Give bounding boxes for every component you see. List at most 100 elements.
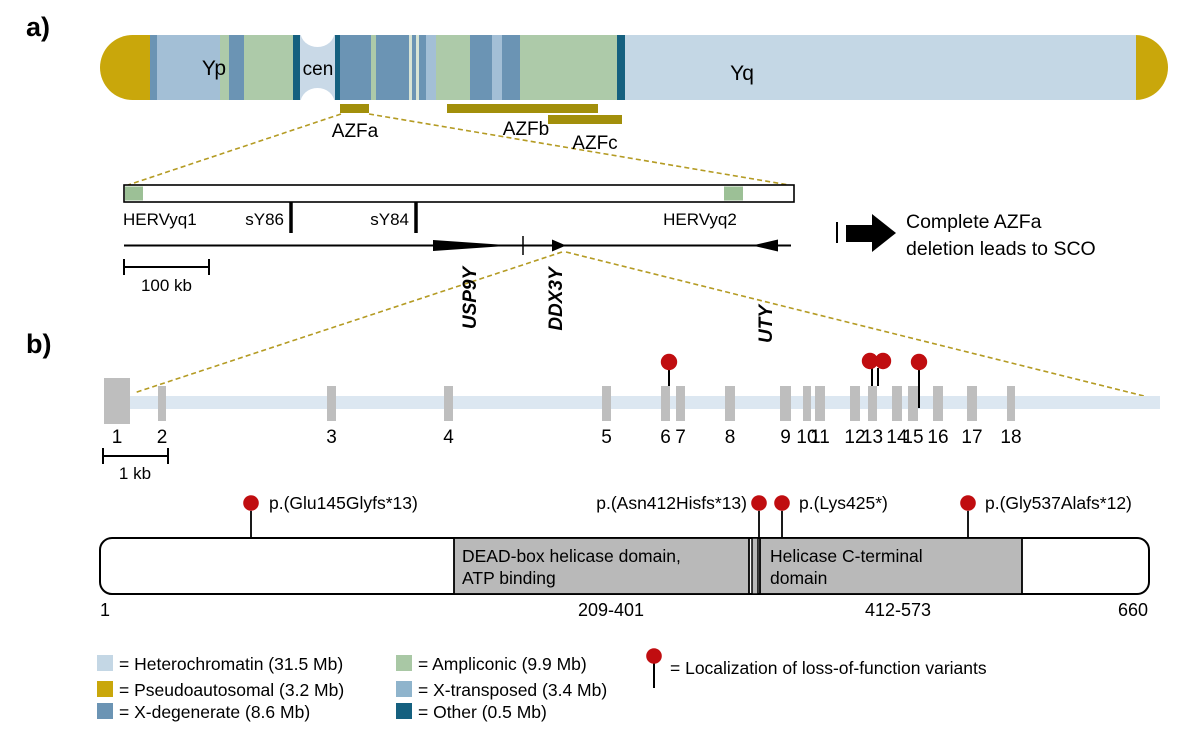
exon-3 [327, 386, 336, 421]
variant-lollipop-icon [874, 352, 892, 370]
chromosome-band-steel [340, 35, 371, 100]
exon-number-3: 3 [326, 427, 337, 448]
exon-9 [780, 386, 791, 421]
usp9y-gene-arrow [433, 240, 513, 251]
x-degenerate-swatch-icon [97, 703, 113, 719]
variant-gly537-label: p.(Gly537Alafs*12) [985, 493, 1132, 513]
legend-item-pseudoautosomal: = Pseudoautosomal (3.2 Mb) [97, 680, 344, 701]
exon-number-9: 9 [780, 427, 791, 448]
domain-helicase-c-line2: domain [770, 568, 828, 588]
domain-helicase-c-line1: Helicase C-terminal [770, 546, 923, 566]
variant-lollipop-icon [910, 353, 928, 371]
domain-deadbox-range: 209-401 [577, 600, 645, 620]
chromosome-band-green [520, 35, 617, 100]
exon-6 [661, 386, 670, 421]
legend-lollipop-icon [646, 648, 662, 664]
exon-1 [104, 378, 130, 424]
herv-repeat-block [724, 186, 743, 201]
intron-band [105, 396, 1160, 409]
legend-label: = Other (0.5 Mb) [418, 702, 547, 722]
exon-number-7: 7 [675, 427, 686, 448]
domain-helicase-c-label: Helicase C-terminal domain [770, 545, 923, 589]
variant-lollipop-icon [960, 495, 976, 511]
azfb-label: AZFb [502, 119, 550, 140]
variant-glu145-label: p.(Glu145Glyfs*13) [269, 493, 418, 513]
centromere-label: cen [302, 59, 334, 80]
domain-deadbox-label: DEAD-box helicase domain, ATP binding [462, 545, 681, 589]
deletion-arrow-head-icon [872, 214, 896, 252]
exon-16 [933, 386, 943, 421]
variant-lollipop-icon [660, 353, 678, 371]
exon-number-2: 2 [156, 427, 168, 448]
azfc-label: AZFc [572, 133, 618, 154]
chromosome-band-teal [335, 35, 340, 100]
exon-10 [803, 386, 811, 421]
legend-item-x-transposed: = X-transposed (3.4 Mb) [396, 680, 607, 701]
chromosome-band-green [220, 35, 229, 100]
exon-number-15: 15 [902, 427, 924, 448]
chromosome-band-green [244, 35, 293, 100]
azf-bar-azfa [340, 104, 369, 113]
ampliconic-swatch-icon [396, 655, 412, 671]
legend-label: = Pseudoautosomal (3.2 Mb) [119, 680, 345, 700]
scale-bar-1kb-label: 1 kb [118, 464, 152, 483]
chromosome-band-gold [100, 35, 150, 100]
gene-ddx3y-label: DDX3Y [546, 267, 568, 331]
exon-number-18: 18 [1000, 427, 1022, 448]
azf-bar-azfc [548, 115, 622, 124]
panel-a-label: a) [26, 12, 51, 42]
exon-number-17: 17 [961, 427, 983, 448]
exon-number-6: 6 [660, 427, 671, 448]
exon-number-1: 1 [111, 427, 123, 448]
x-transposed-swatch-icon [396, 681, 412, 697]
azfa-label: AZFa [331, 121, 379, 142]
gene-uty-label: UTY [756, 305, 778, 343]
pseudoautosomal-swatch-icon [97, 681, 113, 697]
variant-lollipop-icon [774, 495, 790, 511]
zoom-connector-dashed-line [133, 251, 563, 394]
variant-lollipop-icon [243, 495, 259, 511]
chromosome-band-palegreen [409, 35, 412, 100]
exon-13 [868, 386, 877, 421]
chromosome-band-teal [617, 35, 625, 100]
zoom-connector-dashed-line [368, 113, 790, 186]
legend-label: = X-transposed (3.4 Mb) [418, 680, 608, 700]
legend-item-heterochromatin: = Heterochromatin (31.5 Mb) [97, 654, 343, 675]
heterochromatin-swatch-icon [97, 655, 113, 671]
exon-5 [602, 386, 611, 421]
exon-17 [967, 386, 977, 421]
uty-gene-arrow [752, 239, 778, 252]
centromere-pinch-top [300, 35, 335, 47]
domain-deadbox-line2: ATP binding [462, 568, 556, 588]
zoom-connector-dashed-line [127, 113, 342, 186]
hervyq2-label: HERVyq2 [663, 210, 737, 229]
chromosome-ideogram [100, 35, 1168, 100]
legend-item-other: = Other (0.5 Mb) [396, 702, 547, 723]
chromosome-band-steel [419, 35, 426, 100]
chromosome-band-teal [293, 35, 300, 100]
chromosome-band-steel [229, 35, 244, 100]
ddx3y-gene-arrow [552, 239, 566, 252]
exon-18 [1007, 386, 1015, 421]
variant-lys425-label: p.(Lys425*) [799, 493, 888, 513]
legend-label: = Ampliconic (9.9 Mb) [418, 654, 587, 674]
hervyq1-label: HERVyq1 [123, 210, 197, 229]
exon-7 [676, 386, 685, 421]
azfa-region-bar [123, 184, 795, 203]
gene-usp9y-label: USP9Y [460, 266, 482, 330]
chromosome-band-steel [470, 35, 492, 100]
deletion-arrow-shaft [846, 225, 872, 242]
exon-number-14: 14 [886, 427, 908, 448]
chromosome-band-palegreen [416, 35, 419, 100]
chromosome-band-green [371, 35, 376, 100]
chromosome-band-steel [502, 35, 520, 100]
annotation-line2: deletion leads to SCO [906, 238, 1096, 260]
panel-b-label: b) [26, 329, 52, 359]
chromosome-arm-yq-label: Yq [730, 62, 754, 85]
annotation-line1: Complete AZFa [906, 211, 1042, 233]
legend-item-ampliconic: = Ampliconic (9.9 Mb) [396, 654, 587, 675]
chromosome-band-xtrans [157, 35, 220, 100]
protein-domain-strip [751, 537, 759, 595]
exon-number-16: 16 [927, 427, 949, 448]
